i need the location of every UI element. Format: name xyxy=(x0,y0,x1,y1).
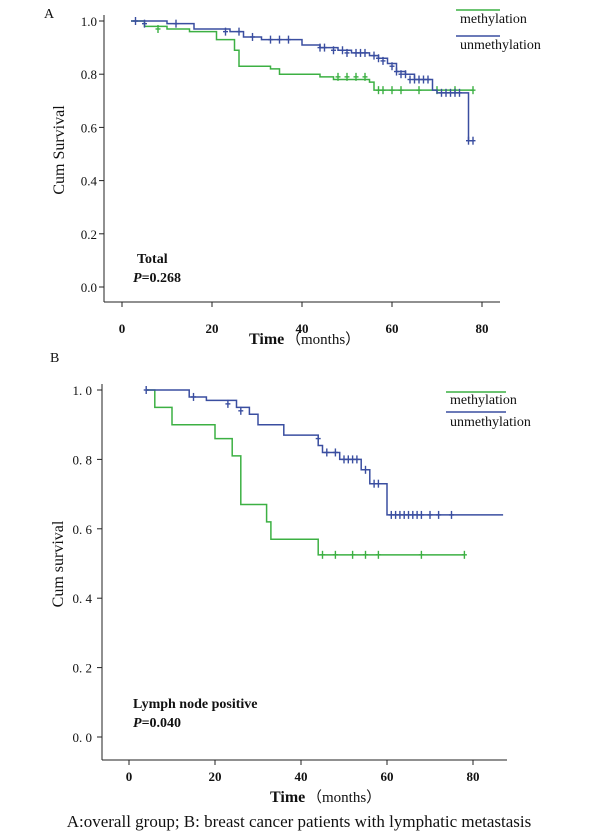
panel-a-y-tick-label: 0.0 xyxy=(81,280,97,295)
panel-a-methylation-curve xyxy=(131,20,473,91)
panel-b-x-tick-label: 80 xyxy=(467,769,480,784)
panel-a-x-axis-label: Time xyxy=(249,331,284,348)
panel-b-y-tick-label: 0. 4 xyxy=(73,591,93,606)
panel-a-x-tick-label: 80 xyxy=(476,321,489,336)
panel-b-p-number: =0.040 xyxy=(142,716,181,731)
panel-a-y-tick-label: 1.0 xyxy=(81,14,97,29)
panel-b-label: B xyxy=(50,351,59,366)
panel-a-chart: A Cum Survival Total P=0.268 Time （month… xyxy=(44,7,541,348)
panel-a-y-axis-label: Cum Survival xyxy=(51,105,68,195)
panel-a-label: A xyxy=(44,7,55,22)
panel-b-x-tick-label: 20 xyxy=(209,769,222,784)
panel-b-x-axis-label: Time xyxy=(270,789,305,806)
panel-a-p-number: =0.268 xyxy=(142,271,181,286)
panel-b-p-value: P=0.040 xyxy=(133,716,181,731)
panel-a-p-symbol: P xyxy=(133,271,142,286)
panel-a-y-tick-label: 0.8 xyxy=(81,67,97,82)
panel-a-legend-label-methylation: methylation xyxy=(460,12,527,27)
panel-b-y-tick-label: 0. 0 xyxy=(73,730,93,745)
panel-a-annotation-title: Total xyxy=(137,252,168,267)
panel-a-y-tick-label: 0.2 xyxy=(81,227,97,242)
panel-b-methylation-curve xyxy=(146,389,465,556)
panel-b-legend-label-methylation: methylation xyxy=(450,393,517,408)
panel-b-y-tick-label: 0. 8 xyxy=(73,452,93,467)
panel-b-y-tick-label: 0. 2 xyxy=(73,661,93,676)
panel-a-x-tick-label: 20 xyxy=(206,321,219,336)
panel-b-legend-label-unmethylation: unmethylation xyxy=(450,415,531,430)
panel-a-p-value: P=0.268 xyxy=(133,271,181,286)
panel-b-x-tick-label: 60 xyxy=(381,769,394,784)
panel-b-p-symbol: P xyxy=(133,716,142,731)
panel-b-x-axis-unit: （months） xyxy=(307,789,381,806)
panel-a-x-axis-unit: （months） xyxy=(286,331,360,348)
panel-a-x-tick-label: 0 xyxy=(119,321,126,336)
panel-a-y-tick-label: 0.6 xyxy=(81,120,98,135)
panel-a-x-tick-label: 60 xyxy=(386,321,399,336)
panel-b-chart: B Cum survival Lymph node positive P=0.0… xyxy=(50,351,531,806)
panel-a-x-tick-label: 40 xyxy=(296,321,309,336)
figure-caption: A:overall group; B: breast cancer patien… xyxy=(66,812,532,831)
panel-a-y-tick-label: 0.4 xyxy=(81,174,98,189)
panel-b-x-tick-label: 0 xyxy=(126,769,133,784)
panel-b-x-tick-label: 40 xyxy=(295,769,308,784)
panel-b-y-tick-label: 1. 0 xyxy=(73,383,93,398)
panel-b-y-tick-label: 0. 6 xyxy=(73,522,93,537)
panel-a-legend-label-unmethylation: unmethylation xyxy=(460,38,541,53)
panel-b-annotation-title: Lymph node positive xyxy=(133,697,257,712)
panel-a-unmethylation-curve xyxy=(131,20,473,142)
panel-b-unmethylation-curve xyxy=(146,389,504,516)
panel-b-y-axis-label: Cum survival xyxy=(50,520,67,607)
